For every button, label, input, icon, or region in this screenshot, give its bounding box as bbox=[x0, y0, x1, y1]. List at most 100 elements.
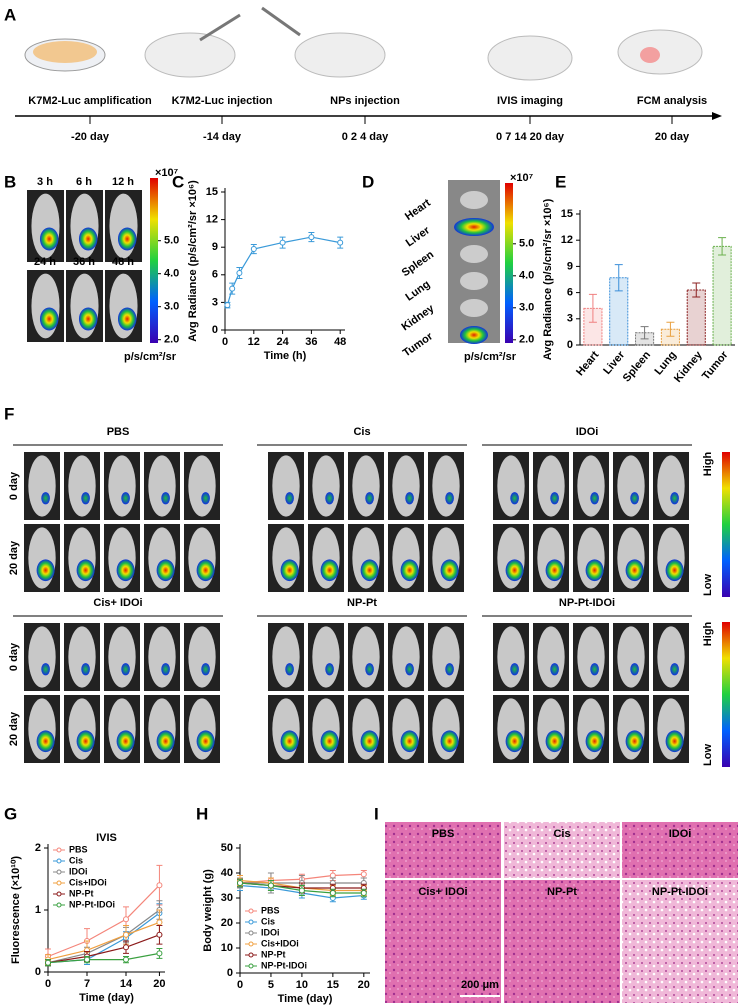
organ bbox=[454, 218, 494, 236]
y-tick-label: 40 bbox=[221, 867, 233, 879]
histology-label: NP-Pt bbox=[547, 886, 577, 898]
y-tick-label: 0 bbox=[227, 967, 233, 979]
organ bbox=[460, 272, 488, 290]
scale-high: High bbox=[702, 622, 714, 647]
signal bbox=[161, 492, 170, 505]
legend-marker bbox=[56, 902, 62, 908]
y-tick-label: 9 bbox=[567, 260, 573, 272]
step-label: NPs injection bbox=[330, 95, 400, 107]
colorbar-label: 4.0 bbox=[164, 268, 179, 280]
mouse-body bbox=[188, 626, 216, 688]
point bbox=[308, 234, 315, 241]
signal bbox=[76, 559, 95, 582]
signal bbox=[196, 559, 215, 582]
error-bar bbox=[614, 264, 623, 292]
signal bbox=[400, 730, 419, 753]
x-tick-label: 0 bbox=[237, 979, 243, 991]
signal bbox=[116, 730, 135, 753]
series-line bbox=[226, 236, 341, 306]
signal bbox=[585, 730, 604, 753]
row-label: 20 day bbox=[8, 711, 20, 746]
row-label: 0 day bbox=[8, 471, 20, 500]
legend-label: IDOi bbox=[261, 927, 280, 937]
bar bbox=[712, 245, 732, 346]
x-tick-label: 24 bbox=[276, 336, 289, 348]
signal bbox=[285, 663, 294, 676]
histology-image bbox=[622, 880, 738, 1003]
legend-label: Cis+IDOi bbox=[261, 938, 299, 948]
legend-label: Cis bbox=[69, 855, 83, 865]
x-tick-label: 14 bbox=[120, 978, 133, 990]
point bbox=[236, 269, 243, 276]
time-label: 36 h bbox=[73, 256, 95, 268]
signal bbox=[545, 730, 564, 753]
x-tick-label: 20 bbox=[358, 979, 370, 991]
signal bbox=[76, 730, 95, 753]
legend-label: NP-Pt bbox=[69, 888, 94, 898]
panel-label: D bbox=[362, 172, 374, 191]
series-line bbox=[47, 909, 160, 964]
series-line bbox=[47, 952, 160, 964]
step-label: FCM analysis bbox=[637, 95, 707, 107]
point bbox=[279, 239, 286, 246]
colorbar-unit: p/s/cm²/sr bbox=[464, 351, 517, 363]
y-tick-label: 15 bbox=[206, 186, 218, 198]
y-tick-label: 3 bbox=[212, 296, 218, 308]
time-label: 24 h bbox=[34, 256, 56, 268]
signal bbox=[39, 307, 59, 331]
histology-label: Cis+ IDOi bbox=[418, 886, 467, 898]
bar bbox=[686, 289, 706, 346]
signal bbox=[665, 559, 684, 582]
signal bbox=[405, 663, 414, 676]
colorbar-label: 4.0 bbox=[519, 270, 534, 282]
colorbar-multiplier: ×10⁷ bbox=[155, 167, 179, 179]
mouse-body bbox=[392, 455, 420, 517]
point bbox=[123, 916, 129, 923]
signal bbox=[670, 663, 679, 676]
organ bbox=[460, 326, 488, 344]
histology-image bbox=[385, 822, 501, 878]
y-tick-label: 3 bbox=[567, 313, 573, 325]
panel-label: A bbox=[4, 5, 16, 24]
signal bbox=[156, 730, 175, 753]
step-day: 0 2 4 day bbox=[342, 131, 389, 143]
point bbox=[123, 931, 129, 938]
signal bbox=[325, 492, 334, 505]
mouse-body bbox=[188, 455, 216, 517]
legend-label: NP-Pt bbox=[261, 949, 286, 959]
signal bbox=[196, 730, 215, 753]
signal bbox=[630, 492, 639, 505]
organ bbox=[460, 245, 488, 263]
point bbox=[84, 956, 90, 963]
panel-label: G bbox=[4, 804, 17, 823]
histology-image bbox=[504, 880, 620, 1003]
point bbox=[360, 871, 367, 878]
point bbox=[156, 950, 163, 957]
x-tick-label: 0 bbox=[45, 978, 51, 990]
y-tick-label: 0 bbox=[567, 339, 573, 351]
series-line bbox=[47, 921, 160, 961]
group-label: NP-Pt-IDOi bbox=[559, 597, 615, 609]
point bbox=[337, 239, 344, 246]
colorbar-label: 5.0 bbox=[519, 238, 534, 250]
point bbox=[229, 285, 236, 292]
point bbox=[45, 959, 51, 966]
y-axis-label: Avg Radiance (p/s/cm²/sr ×10⁶) bbox=[187, 180, 199, 342]
mouse-body bbox=[28, 455, 56, 517]
signal bbox=[36, 559, 55, 582]
colorbar bbox=[150, 178, 158, 343]
legend-marker bbox=[248, 919, 254, 925]
colorbar-label: 2.0 bbox=[519, 334, 534, 346]
mouse-body bbox=[657, 455, 685, 517]
x-tick-label: 7 bbox=[84, 978, 90, 990]
mouse-body bbox=[272, 626, 300, 688]
histology-label: Cis bbox=[553, 828, 570, 840]
mouse-body bbox=[28, 626, 56, 688]
step-day: 20 day bbox=[655, 131, 690, 143]
signal bbox=[400, 559, 419, 582]
scale-bar-label: 200 μm bbox=[461, 979, 499, 991]
legend-marker bbox=[56, 858, 62, 864]
signal bbox=[440, 730, 459, 753]
panel-label: C bbox=[172, 172, 184, 191]
